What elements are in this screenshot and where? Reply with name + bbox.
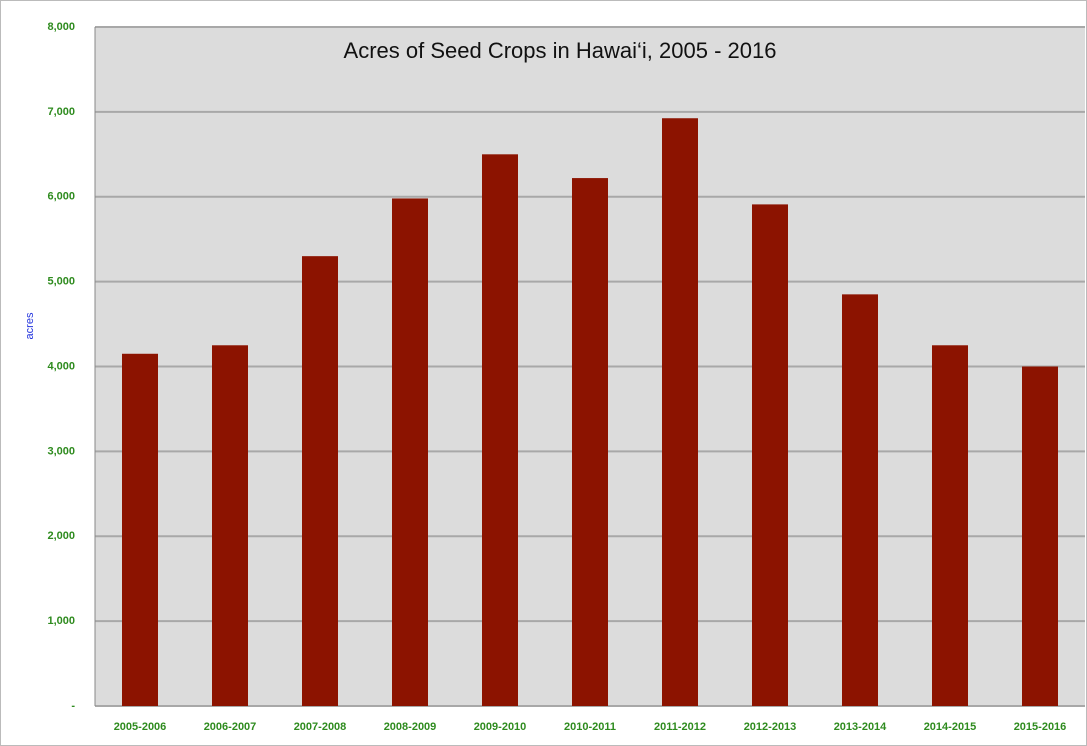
y-tick-label: 8,000 xyxy=(47,21,75,33)
x-tick-label: 2005-2006 xyxy=(114,721,167,733)
bar xyxy=(212,345,248,706)
y-tick-label: 5,000 xyxy=(47,276,75,288)
chart-title: Acres of Seed Crops in Hawai‘i, 2005 - 2… xyxy=(344,38,777,63)
x-tick-label: 2008-2009 xyxy=(384,721,437,733)
y-tick-label: 4,000 xyxy=(47,360,75,372)
bar xyxy=(932,345,968,706)
y-tick-label: 3,000 xyxy=(47,445,75,457)
x-tick-label: 2010-2011 xyxy=(564,721,616,733)
x-tick-label: 2012-2013 xyxy=(744,721,797,733)
bar xyxy=(662,118,698,707)
y-tick-label: 2,000 xyxy=(47,530,75,542)
bar xyxy=(842,294,878,706)
bar xyxy=(1022,366,1058,706)
x-tick-label: 2013-2014 xyxy=(834,721,887,733)
x-tick-label: 2014-2015 xyxy=(924,721,977,733)
bar xyxy=(302,256,338,706)
y-tick-label: - xyxy=(71,700,75,712)
x-tick-label: 2015-2016 xyxy=(1014,721,1067,733)
bar xyxy=(392,198,428,706)
bar xyxy=(572,178,608,706)
y-axis-label: acres xyxy=(24,312,36,339)
x-tick-label: 2007-2008 xyxy=(294,721,347,733)
bar xyxy=(482,154,518,706)
x-tick-label: 2006-2007 xyxy=(204,721,257,733)
y-tick-label: 1,000 xyxy=(47,615,75,627)
x-tick-label: 2011-2012 xyxy=(654,721,706,733)
bar xyxy=(752,204,788,707)
bar xyxy=(122,353,158,706)
x-tick-label: 2009-2010 xyxy=(474,721,527,733)
y-tick-label: 6,000 xyxy=(47,191,75,203)
y-tick-label: 7,000 xyxy=(47,106,75,118)
